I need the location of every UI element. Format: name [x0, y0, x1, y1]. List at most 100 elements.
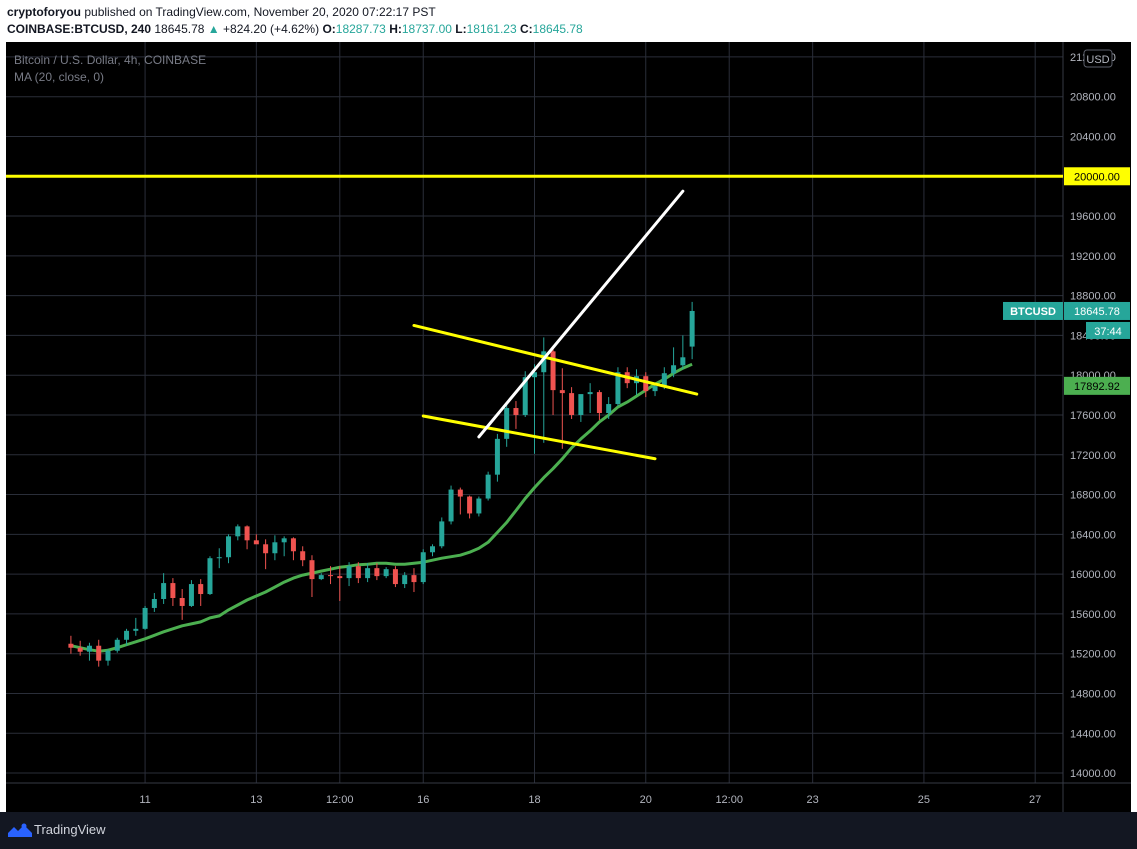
candle-body	[448, 489, 454, 522]
x-tick-label: 11	[139, 794, 150, 806]
candle-body	[606, 404, 612, 413]
candle-body	[615, 372, 621, 405]
candle-body	[494, 438, 500, 475]
author-name[interactable]: cryptoforyou	[7, 5, 82, 19]
y-tick-label: 18800.00	[1070, 291, 1116, 303]
candle-body	[596, 392, 602, 413]
candle-body	[522, 377, 528, 415]
publish-info: cryptoforyou published on TradingView.co…	[7, 5, 436, 19]
candle-body	[188, 584, 194, 606]
price-change: +824.20 (+4.62%)	[223, 22, 320, 36]
candle-body	[244, 526, 250, 541]
y-tick-label: 20400.00	[1070, 131, 1116, 143]
tradingview-logo-icon[interactable]	[8, 823, 32, 837]
candle-body	[430, 546, 436, 553]
y-tick-label: 19600.00	[1070, 211, 1116, 223]
x-tick-label: 23	[807, 794, 819, 806]
candle-body	[263, 544, 269, 554]
currency-badge[interactable]	[1083, 49, 1113, 68]
candle-body	[467, 496, 473, 514]
candle-body	[402, 575, 408, 585]
x-tick-label: 12:00	[715, 794, 743, 806]
moving-average	[70, 362, 693, 653]
candle-body	[133, 628, 139, 631]
ma-value-label: 17892.92	[1074, 381, 1120, 393]
footer-bar: TradingView	[0, 812, 1137, 849]
candle-body	[420, 552, 426, 583]
y-tick-label: 20800.00	[1070, 92, 1116, 104]
y-tick-label: 16400.00	[1070, 529, 1116, 541]
candle-body	[96, 645, 102, 661]
candle-body	[532, 372, 537, 378]
candle-body	[504, 408, 510, 439]
candle-body	[541, 351, 547, 373]
candle-body	[216, 557, 222, 559]
y-tick-label: 15200.00	[1070, 649, 1116, 661]
candle-body	[77, 647, 83, 652]
chart-area[interactable]: 14000.00 14400.00 14800.00 15200.00 15600.00…	[6, 42, 1131, 812]
up-arrow-icon: ▲	[207, 22, 220, 36]
candle-body	[161, 583, 167, 599]
candle-body	[198, 584, 204, 595]
candle-body	[457, 489, 463, 497]
x-tick-label: 12:00	[326, 794, 354, 806]
candle-body	[179, 597, 185, 606]
candle-body	[587, 392, 593, 395]
candle-body	[485, 474, 491, 499]
candle-body	[68, 643, 74, 648]
x-tick-label: 13	[250, 794, 262, 806]
candle-body	[226, 536, 232, 558]
price-axis[interactable]: 14000.00 14400.00 14800.00 15200.00 15600.00…	[1070, 52, 1116, 780]
time-axis[interactable]: 11 13 12:00 16 18 20 12:00 23 25 27	[139, 794, 1041, 806]
candle-body	[374, 568, 380, 577]
candle-body	[114, 639, 120, 651]
low-value: 18161.23	[466, 22, 517, 36]
candle-body	[142, 607, 148, 629]
y-tick-label: 14800.00	[1070, 688, 1116, 700]
candle-body	[328, 575, 334, 577]
close-label: C:	[520, 22, 533, 36]
y-tick-label: 14400.00	[1070, 728, 1116, 740]
price-chart[interactable]: 14000.00 14400.00 14800.00 15200.00 15600.00…	[6, 42, 1131, 812]
ma-value-tag	[1064, 376, 1130, 395]
candle-body	[689, 310, 695, 347]
candle-body	[253, 540, 259, 545]
countdown-label: 37:44	[1094, 326, 1122, 338]
candle-body	[411, 575, 417, 583]
tradingview-brand[interactable]: TradingView	[34, 822, 106, 837]
x-tick-label: 20	[640, 794, 652, 806]
close-value: 18645.78	[532, 22, 583, 36]
publish-header: cryptoforyou published on TradingView.co…	[0, 0, 1137, 42]
grid-lines	[6, 42, 1063, 783]
open-label: O:	[322, 22, 336, 36]
candle-body	[643, 376, 649, 392]
white-trendline	[477, 189, 685, 439]
candle-body	[383, 569, 389, 577]
candle-body	[513, 408, 519, 415]
candle-body	[439, 521, 445, 547]
candle-body	[281, 538, 287, 543]
y-tick-label: 16800.00	[1070, 490, 1116, 502]
candles	[68, 301, 695, 667]
candle-body	[346, 566, 352, 579]
countdown-tag	[1086, 321, 1130, 339]
candle-body	[105, 650, 111, 661]
x-tick-label: 27	[1029, 794, 1041, 806]
y-tick-label: 15600.00	[1070, 609, 1116, 621]
yellow-trendline	[412, 323, 699, 396]
y-tick-label: 16000.00	[1070, 569, 1116, 581]
level-tag	[1064, 167, 1130, 186]
candle-body	[559, 390, 565, 394]
y-tick-label: 19200.00	[1070, 251, 1116, 263]
candle-body	[235, 526, 241, 537]
high-label: H:	[389, 22, 402, 36]
candle-body	[309, 560, 315, 580]
symbol-tag	[1003, 301, 1063, 320]
x-tick-label: 16	[417, 794, 429, 806]
yellow-trendline	[421, 414, 657, 461]
candle-body	[476, 498, 482, 514]
y-tick-label: 17600.00	[1070, 410, 1116, 422]
candle-body	[661, 373, 667, 387]
candle-body	[124, 630, 130, 640]
trendlines[interactable]	[412, 189, 699, 461]
